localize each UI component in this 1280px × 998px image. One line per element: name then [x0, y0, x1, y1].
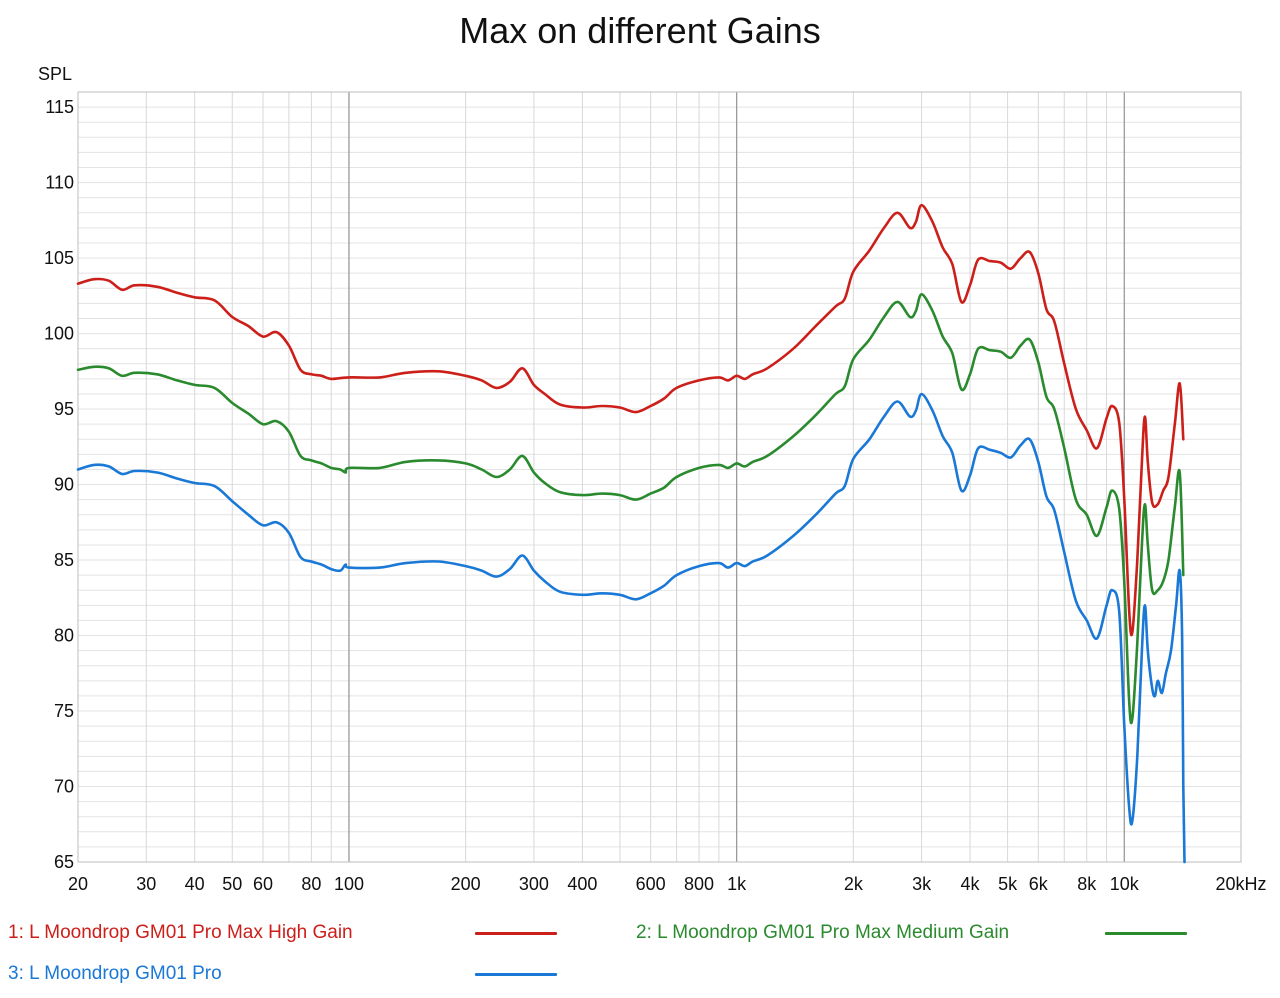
y-tick-label: 65 — [54, 852, 74, 872]
plot-area — [78, 92, 1241, 862]
x-tick-label: 8k — [1077, 874, 1097, 894]
x-tick-label: 300 — [519, 874, 549, 894]
x-tick-label: 2k — [844, 874, 864, 894]
y-tick-label: 115 — [45, 97, 74, 117]
x-tick-label: 60 — [253, 874, 273, 894]
y-tick-label: 80 — [54, 626, 74, 646]
x-tick-label: 600 — [636, 874, 666, 894]
x-tick-labels: 20 30 40 50 60 80 100 200 300 400 600 800 1k 2k 3k 4k 5k… — [68, 874, 1267, 894]
plot-frame — [77, 91, 1242, 863]
legend-entry-2: 2: L Moondrop GM01 Pro Max Medium Gain — [636, 922, 1009, 944]
series-layer — [76, 203, 1186, 864]
y-tick-label: 110 — [45, 173, 74, 193]
legend-entry-3: 3: L Moondrop GM01 Pro — [8, 963, 222, 985]
y-tick-labels: 65 70 75 80 85 90 95 100 105 110 115 — [44, 97, 74, 872]
x-tick-label: 100 — [334, 874, 364, 894]
legend-swatch-3 — [475, 973, 557, 976]
x-tick-label: 40 — [185, 874, 205, 894]
x-tick-label: 10k — [1110, 874, 1140, 894]
x-tick-label: 20 — [68, 874, 88, 894]
legend-label-3: 3: L Moondrop GM01 Pro — [8, 963, 222, 984]
y-tick-label: 75 — [54, 701, 74, 721]
x-tick-label: 3k — [912, 874, 932, 894]
series-line-3 — [76, 392, 1186, 864]
x-tick-label: 400 — [567, 874, 597, 894]
x-tick-label: 20kHz — [1215, 874, 1266, 894]
x-tick-label: 200 — [451, 874, 481, 894]
plot-grid — [77, 91, 1242, 863]
y-tick-label: 95 — [54, 399, 74, 419]
y-tick-label: 85 — [54, 550, 74, 570]
y-tick-label: 70 — [54, 777, 74, 797]
legend-entry-1: 1: L Moondrop GM01 Pro Max High Gain — [8, 922, 353, 944]
y-tick-label: 90 — [54, 475, 74, 495]
legend-label-1: 1: L Moondrop GM01 Pro Max High Gain — [8, 922, 353, 943]
y-tick-label: 105 — [44, 248, 74, 268]
series-line-2 — [76, 293, 1185, 725]
x-tick-label: 30 — [136, 874, 156, 894]
x-tick-label: 800 — [684, 874, 714, 894]
x-tick-label: 1k — [727, 874, 747, 894]
x-tick-label: 4k — [961, 874, 981, 894]
legend-label-2: 2: L Moondrop GM01 Pro Max Medium Gain — [636, 922, 1010, 943]
x-tick-label: 6k — [1029, 874, 1049, 894]
chart-title: Max on different Gains — [459, 10, 821, 51]
legend-swatch-2 — [1105, 932, 1187, 935]
x-tick-label: 5k — [998, 874, 1018, 894]
x-tick-label: 80 — [301, 874, 321, 894]
y-axis-label: SPL — [38, 64, 73, 84]
series-line-1 — [76, 203, 1185, 637]
x-tick-label: 50 — [222, 874, 242, 894]
legend-swatch-1 — [475, 932, 557, 935]
y-tick-label: 100 — [44, 324, 74, 344]
